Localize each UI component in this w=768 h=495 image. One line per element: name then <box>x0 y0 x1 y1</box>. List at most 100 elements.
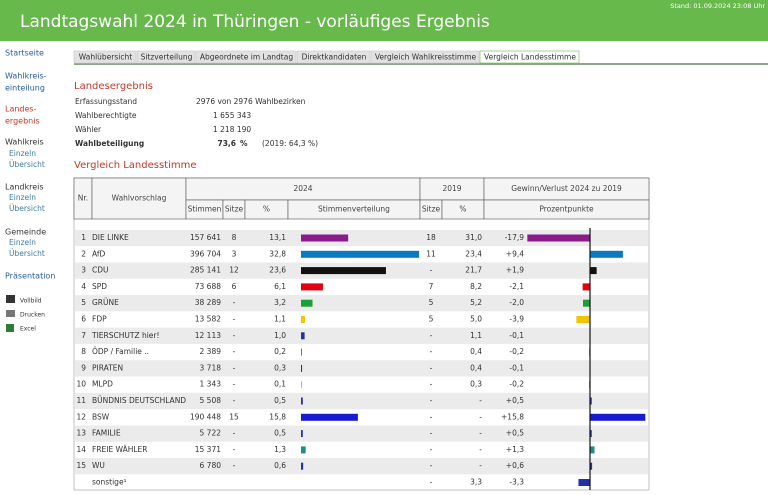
percent-2019: - <box>479 429 482 438</box>
header-label: Wahlvorschlag <box>112 194 167 203</box>
print-icon[interactable] <box>6 310 15 317</box>
row-stripe <box>75 425 648 442</box>
percent-2019: 1,1 <box>470 331 482 340</box>
tab[interactable] <box>195 50 297 64</box>
nav-link[interactable]: Übersicht <box>9 204 45 213</box>
change-bar <box>527 234 590 242</box>
percent: 1,1 <box>274 315 286 324</box>
vote-share-bar <box>301 332 305 340</box>
percent-2019: 5,0 <box>470 315 482 324</box>
tab-label[interactable]: Sitzverteilung <box>141 53 193 62</box>
nav-link[interactable]: Einzeln <box>9 193 36 202</box>
tab[interactable] <box>370 50 480 64</box>
seats: - <box>233 445 236 454</box>
nav-link[interactable]: Übersicht <box>9 160 45 169</box>
party-name: sonstige¹ <box>92 478 127 487</box>
vote-share-bar <box>301 267 386 275</box>
party-name: FREIE WÄHLER <box>92 445 148 454</box>
votes: 15 371 <box>195 445 221 454</box>
row-stripe <box>75 360 648 377</box>
votes: 13 582 <box>195 315 221 324</box>
seats: - <box>233 396 236 405</box>
tab[interactable] <box>136 50 196 64</box>
change-bar <box>578 479 590 486</box>
votes: 2 389 <box>200 347 222 356</box>
row-number: 1 <box>81 233 86 242</box>
seats-2019: 5 <box>429 298 434 307</box>
tab-active[interactable] <box>479 50 580 64</box>
change: +0,5 <box>506 429 524 438</box>
change: +0,6 <box>506 461 524 470</box>
nav-link[interactable]: Startseite <box>5 49 44 58</box>
header-label: Stimmenverteilung <box>318 205 390 214</box>
vote-share-bar <box>301 348 302 356</box>
percent-2019: 31,0 <box>465 233 482 242</box>
row-number: 6 <box>81 315 86 324</box>
tab[interactable] <box>296 50 371 64</box>
seats: 3 <box>232 249 237 258</box>
change: -0,2 <box>509 347 524 356</box>
nav-link[interactable]: einteilung <box>5 84 45 93</box>
page-title: Landtagswahl 2024 in Thüringen - vorläuf… <box>20 12 490 32</box>
percent-2019: 8,2 <box>470 282 482 291</box>
vote-share-bar <box>301 430 303 438</box>
header-label: Sitze <box>422 205 441 214</box>
percent: 13,1 <box>269 233 286 242</box>
percent: 0,5 <box>274 396 286 405</box>
summary-label: Wahlberechtigte <box>75 111 137 120</box>
seats-2019: - <box>430 429 433 438</box>
nav-link[interactable]: Einzeln <box>9 238 36 247</box>
summary-label: Wähler <box>75 125 102 134</box>
vote-share-bar <box>301 397 303 405</box>
nav-link[interactable]: Vollbild <box>20 298 42 305</box>
seats: - <box>233 380 236 389</box>
votes: 5 722 <box>200 429 222 438</box>
vote-share-bar <box>301 364 303 372</box>
change: +1,9 <box>506 266 524 275</box>
tab[interactable] <box>73 50 137 64</box>
percent: 0,1 <box>274 380 286 389</box>
seats: - <box>233 298 236 307</box>
row-stripe <box>75 327 648 344</box>
excel-icon[interactable] <box>6 324 14 332</box>
fullscreen-icon[interactable] <box>6 295 15 303</box>
vote-share-bar <box>301 234 349 242</box>
nav-link-active[interactable]: ergebnis <box>5 117 40 126</box>
nav-link[interactable]: Übersicht <box>9 249 45 258</box>
nav-link[interactable]: Präsentation <box>5 272 55 281</box>
seats-2019: - <box>430 461 433 470</box>
change-bar <box>590 462 593 470</box>
change-bar <box>590 446 595 454</box>
nav-link-active[interactable]: Landes- <box>5 105 37 114</box>
header-label: Gewinn/Verlust 2024 zu 2019 <box>511 184 622 193</box>
change-bar <box>583 299 590 307</box>
tab-label[interactable]: Vergleich Landesstimme <box>484 53 576 62</box>
summary-value: 1 218 190 <box>213 125 251 134</box>
party-name: PIRATEN <box>92 363 123 372</box>
tab-label[interactable]: Vergleich Wahlkreisstimme <box>375 53 477 62</box>
change-bar <box>590 413 646 421</box>
tab-label[interactable]: Abgeordnete im Landtag <box>200 53 293 62</box>
percent-2019: - <box>479 445 482 454</box>
nav-link[interactable]: Einzeln <box>9 149 36 158</box>
turnout-label: Wahlbeteiligung <box>75 139 144 148</box>
tab-label[interactable]: Wahlübersicht <box>79 53 132 62</box>
row-number: 7 <box>81 331 86 340</box>
nav-link[interactable]: Drucken <box>20 312 45 319</box>
change: -0,1 <box>509 363 524 372</box>
seats-2019: 11 <box>426 249 436 258</box>
change-bar <box>590 397 592 405</box>
tab-label[interactable]: Direktkandidaten <box>302 53 367 62</box>
percent: 15,8 <box>269 412 286 421</box>
summary-value: 1 655 343 <box>213 111 251 120</box>
nav-link[interactable]: Wahlkreis- <box>5 72 47 81</box>
seats-2019: - <box>430 347 433 356</box>
nav-link[interactable]: Excel <box>20 326 36 333</box>
header-cell <box>483 199 650 220</box>
turnout-value: 73,6 <box>217 139 236 148</box>
row-number: 14 <box>76 445 86 454</box>
party-name: MLPD <box>92 380 113 389</box>
party-name: FDP <box>92 315 107 324</box>
percent: 0,6 <box>274 461 286 470</box>
votes: 285 141 <box>190 266 221 275</box>
